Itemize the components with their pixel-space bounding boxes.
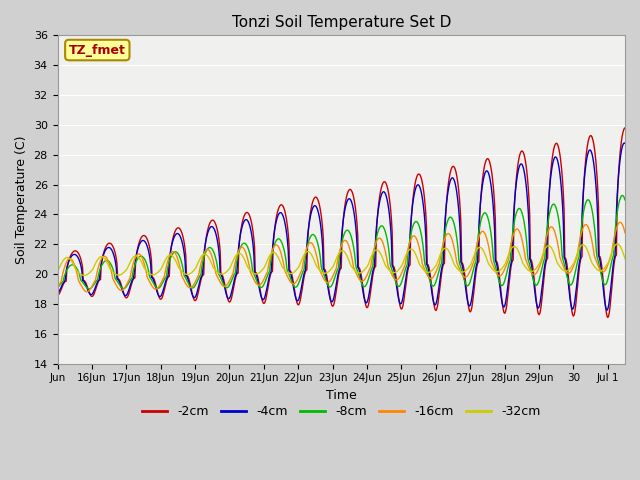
Text: TZ_fmet: TZ_fmet bbox=[69, 44, 125, 57]
Title: Tonzi Soil Temperature Set D: Tonzi Soil Temperature Set D bbox=[232, 15, 451, 30]
Legend: -2cm, -4cm, -8cm, -16cm, -32cm: -2cm, -4cm, -8cm, -16cm, -32cm bbox=[137, 400, 545, 423]
Y-axis label: Soil Temperature (C): Soil Temperature (C) bbox=[15, 135, 28, 264]
X-axis label: Time: Time bbox=[326, 389, 356, 402]
